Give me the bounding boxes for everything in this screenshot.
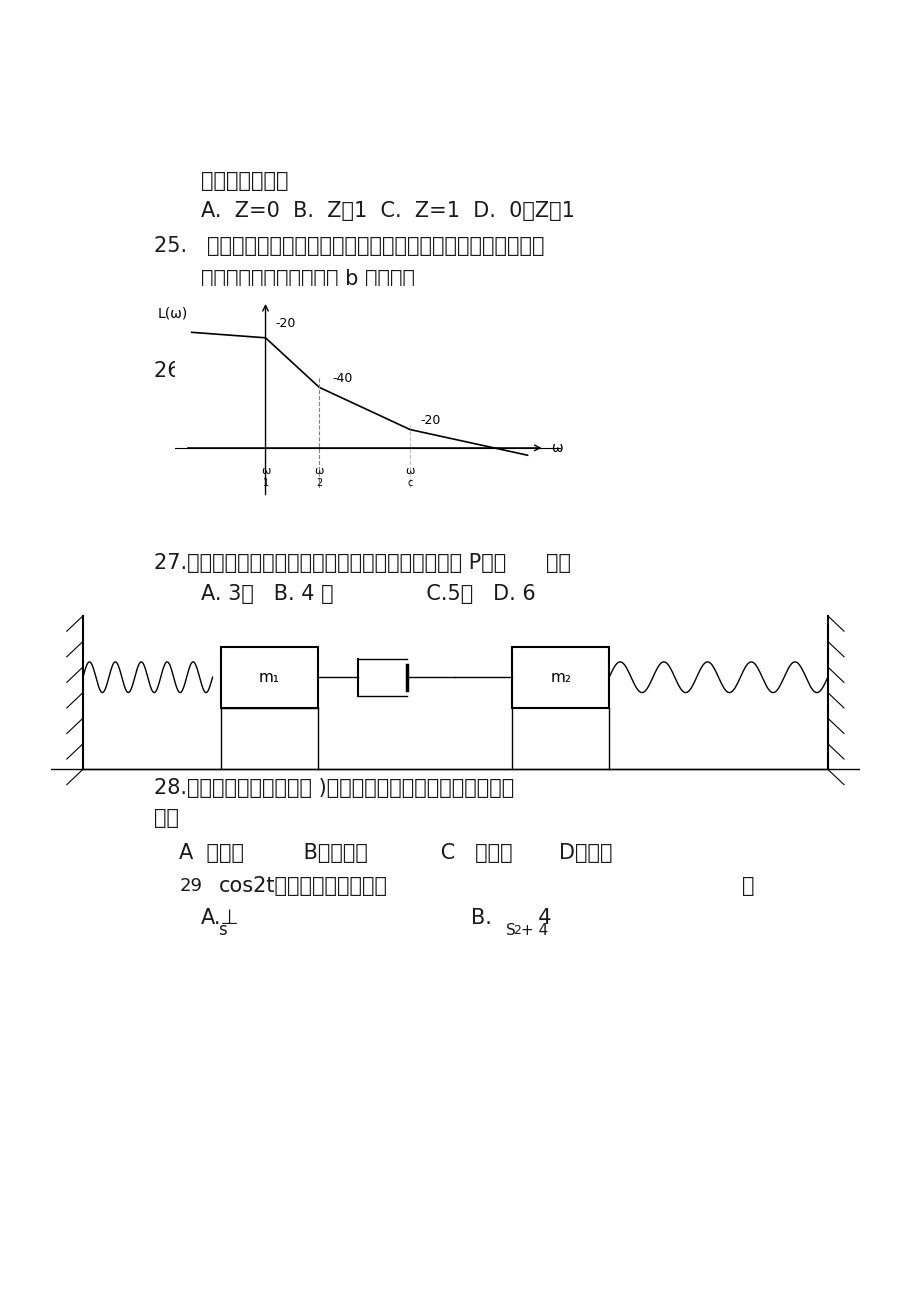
Text: c 1 c 1 2: c 1 c 1 2 xyxy=(289,404,348,418)
Text: 2: 2 xyxy=(512,923,520,936)
Text: A  峰值；         B、延时；           C   调整；       D、上升: A 峰值； B、延时； C 调整； D、上升 xyxy=(179,842,612,863)
Text: 3: 3 xyxy=(439,404,448,418)
Text: S: S xyxy=(505,923,515,937)
Text: m₁: m₁ xyxy=(258,669,279,685)
Text: A.  Z=0  B.  Z＞1  C.  Z=1  D.  0＜Z＜1: A. Z=0 B. Z＞1 C. Z=1 D. 0＜Z＜1 xyxy=(200,202,573,221)
Text: 26.在右图所示的波特图中，其开环增益K＝（                ）。: 26.在右图所示的波特图中，其开环增益K＝（ ）。 xyxy=(154,361,557,380)
Text: B、3: B、3 xyxy=(379,389,418,409)
Text: 27.某机械平移系统如图所示，则其传递函数的极点数 P为（      ）。: 27.某机械平移系统如图所示，则其传递函数的极点数 P为（ ）。 xyxy=(154,553,571,573)
Text: /3  ；: /3 ； xyxy=(289,389,329,408)
Text: D、33/3: D、33/3 xyxy=(343,419,418,439)
Text: A.  稳定  B.不稳定: A. 稳定 B.不稳定 xyxy=(200,298,331,319)
Text: 出。: 出。 xyxy=(154,809,179,828)
Text: c: c xyxy=(407,478,413,488)
Text: A. 3；   B. 4 ；              C.5；   D. 6: A. 3； B. 4 ； C.5； D. 6 xyxy=(200,585,535,604)
Text: C、33/3;: C、33/3; xyxy=(179,419,260,439)
Text: L(ω): L(ω) xyxy=(158,307,188,322)
Text: ω: ω xyxy=(261,466,270,475)
Text: ω: ω xyxy=(405,466,414,475)
Text: 右半平面，那么系统为（ b ）系统：: 右半平面，那么系统为（ b ）系统： xyxy=(200,268,414,289)
Text: -40: -40 xyxy=(333,372,353,385)
Bar xyxy=(221,647,317,708)
Text: 1: 1 xyxy=(262,478,268,488)
Text: C.稳定边界  D.不确定: C.稳定边界 D.不确定 xyxy=(200,328,345,349)
Text: （: （ xyxy=(742,876,754,896)
Text: 29: 29 xyxy=(179,878,202,894)
Text: s: s xyxy=(218,922,227,939)
Text: 2: 2 xyxy=(316,478,322,488)
Text: 28.典型二阶振荡系统的（ )时间可由响应曲线的包络线近似求: 28.典型二阶振荡系统的（ )时间可由响应曲线的包络线近似求 xyxy=(154,777,514,798)
Text: 2  c  1                1  c  2: 2 c 1 1 c 2 xyxy=(343,434,498,448)
Text: /3  3  ；: /3 3 ； xyxy=(441,389,504,408)
Text: -20: -20 xyxy=(276,316,296,329)
Text: ω: ω xyxy=(550,441,562,454)
Text: 有等幅振荡性。: 有等幅振荡性。 xyxy=(200,172,288,191)
Text: ω: ω xyxy=(314,466,323,475)
Text: A.⊥: A.⊥ xyxy=(200,909,239,928)
Text: B.       4: B. 4 xyxy=(471,909,551,928)
Text: + 4: + 4 xyxy=(521,923,548,937)
Text: cos2t的拉普拉斯变换式是: cos2t的拉普拉斯变换式是 xyxy=(218,876,387,896)
Text: -20: -20 xyxy=(420,414,440,427)
Text: m₂: m₂ xyxy=(550,669,571,685)
Text: A、3: A、3 xyxy=(221,389,262,409)
Text: 25.   如果自控系统微分方程的特征方程的根在复平面上的位置均在: 25. 如果自控系统微分方程的特征方程的根在复平面上的位置均在 xyxy=(154,237,544,256)
Bar xyxy=(512,647,608,708)
